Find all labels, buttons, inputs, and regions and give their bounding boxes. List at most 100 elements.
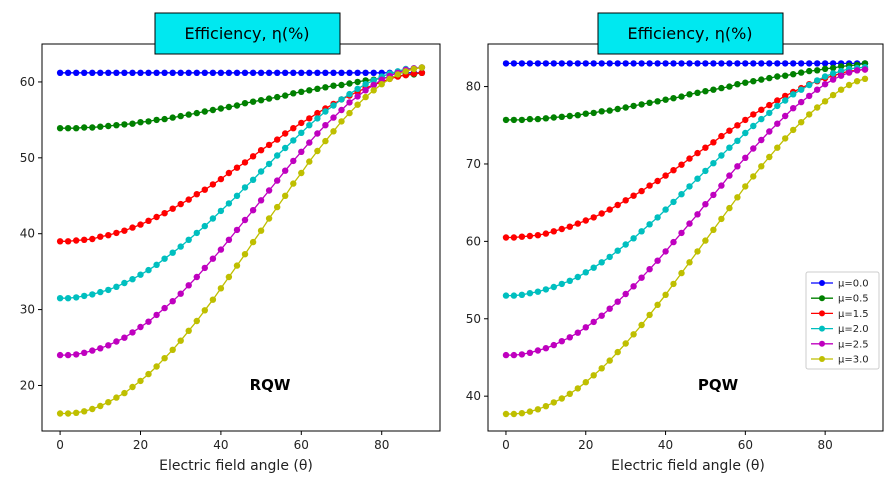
data-point [201,222,208,230]
y-tick-label: 60 [466,234,481,248]
data-point [574,329,581,336]
x-tick-label: 40 [658,438,673,452]
x-axis-label: Electric field angle (θ) [159,458,313,474]
data-point [89,235,96,243]
data-point [370,87,377,94]
data-point [257,69,265,77]
data-point [782,60,789,67]
data-point [502,234,510,241]
data-point [742,116,749,124]
data-point [56,238,64,245]
data-point [177,337,184,344]
data-point [574,220,581,227]
data-point [542,115,550,122]
data-point [249,176,257,183]
data-point [798,98,805,106]
data-point [782,112,789,120]
data-point [338,106,345,114]
data-point [362,87,369,94]
series-5 [56,64,426,417]
data-point [853,78,861,85]
data-point [322,108,329,115]
y-tick-label: 80 [466,80,481,94]
data-point [598,108,605,115]
data-point [314,115,321,122]
data-point [590,318,597,326]
data-point [137,271,144,278]
data-point [662,248,669,255]
data-point [598,210,605,217]
data-point [201,108,208,115]
data-point [526,115,534,123]
x-tick-label: 0 [502,438,510,452]
data-point [105,69,112,77]
x-tick-label: 0 [56,438,64,452]
data-point [64,125,72,132]
data-point [378,81,385,88]
data-point [193,109,200,117]
data-point [670,280,677,288]
data-point [750,145,757,152]
data-point [265,141,273,149]
series-5 [502,75,869,418]
data-point [257,227,265,234]
data-point [145,266,152,274]
y-tick-label: 40 [466,389,481,403]
data-point [718,215,725,223]
data-point [330,69,337,77]
data-point [322,84,329,91]
data-point [274,203,281,211]
data-point [330,82,337,89]
data-point [734,60,741,67]
series-0 [502,60,869,67]
data-point [742,183,749,190]
data-point [542,230,550,237]
data-point [64,295,72,302]
legend-marker [819,295,825,302]
data-point [402,68,409,75]
data-point [718,132,725,140]
data-point [678,161,685,168]
data-point [217,285,225,292]
data-point [274,69,281,77]
data-point [774,144,781,151]
data-point [646,266,653,273]
data-point [346,80,353,87]
legend-marker [819,310,825,317]
data-point [790,71,797,78]
data-point [209,181,217,188]
x-tick-label: 20 [578,438,593,452]
data-point [726,60,733,67]
data-point [798,60,805,67]
data-point [814,77,821,84]
data-point [614,298,621,305]
data-point [526,60,534,67]
x-tick-label: 80 [818,438,833,452]
data-point [330,128,337,135]
data-point [590,372,597,379]
data-point [526,290,534,297]
data-point [217,246,225,253]
data-point [702,237,709,244]
data-point [161,69,168,77]
data-point [582,269,589,276]
series-4 [502,66,869,359]
x-tick-label: 60 [738,438,753,452]
data-point [314,109,321,117]
data-point [354,78,361,86]
data-point [298,69,305,77]
data-point [582,324,589,331]
data-point [821,81,829,88]
data-point [362,93,369,101]
data-point [56,410,64,417]
data-point [290,137,297,144]
data-point [314,130,321,137]
data-point [558,113,565,121]
data-point [622,340,629,347]
data-point [550,399,557,406]
data-point [710,139,717,146]
data-point [686,91,693,98]
data-point [686,183,693,190]
pqw-panel: 0 20 40 60 804050607080μ=0.0μ=0.5μ=1.5μ=2.0μ… [466,12,884,474]
